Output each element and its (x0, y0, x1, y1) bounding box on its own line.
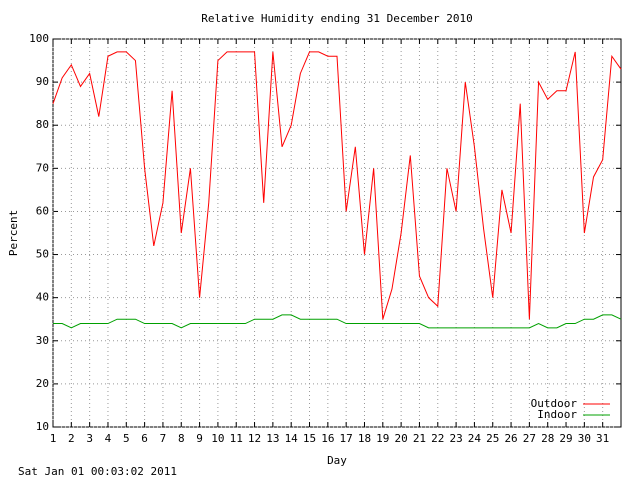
x-tick-label: 16 (321, 432, 334, 445)
x-tick-label: 11 (230, 432, 243, 445)
y-axis-label: Percent (7, 210, 20, 256)
x-tick-label: 1 (50, 432, 57, 445)
x-tick-label: 28 (541, 432, 554, 445)
x-tick-label: 5 (123, 432, 130, 445)
x-tick-label: 14 (285, 432, 299, 445)
legend-label: Outdoor (531, 397, 578, 410)
series-line (53, 314, 622, 329)
y-tick-label: 20 (36, 377, 49, 390)
x-tick-label: 30 (578, 432, 591, 445)
x-tick-label: 19 (376, 432, 389, 445)
y-tick-label: 80 (36, 118, 49, 131)
x-tick-label: 21 (413, 432, 426, 445)
series-line (52, 51, 622, 320)
y-tick-label: 90 (36, 75, 49, 88)
x-tick-label: 24 (468, 432, 482, 445)
y-tick-label: 40 (36, 291, 49, 304)
x-tick-label: 23 (449, 432, 462, 445)
x-tick-label: 22 (431, 432, 444, 445)
y-tick-label: 100 (29, 32, 49, 45)
x-tick-label: 13 (266, 432, 279, 445)
x-tick-label: 15 (303, 432, 316, 445)
y-tick-label: 60 (36, 204, 49, 217)
x-tick-label: 2 (68, 432, 75, 445)
y-tick-label: 70 (36, 161, 49, 174)
x-tick-label: 12 (248, 432, 261, 445)
x-tick-label: 26 (504, 432, 517, 445)
x-tick-label: 9 (196, 432, 203, 445)
y-tick-label: 50 (36, 248, 49, 261)
x-tick-label: 29 (559, 432, 572, 445)
x-tick-label: 25 (486, 432, 499, 445)
chart-title: Relative Humidity ending 31 December 201… (201, 12, 473, 25)
x-tick-label: 6 (141, 432, 148, 445)
x-tick-label: 17 (340, 432, 353, 445)
x-tick-label: 7 (160, 432, 167, 445)
x-axis-label: Day (327, 454, 347, 467)
x-tick-label: 4 (105, 432, 112, 445)
x-tick-label: 20 (395, 432, 408, 445)
x-tick-label: 31 (596, 432, 609, 445)
timestamp: Sat Jan 01 00:03:02 2011 (18, 465, 177, 478)
legend-label: Indoor (537, 408, 577, 421)
x-tick-label: 3 (86, 432, 93, 445)
y-tick-label: 10 (36, 420, 49, 433)
x-tick-label: 27 (523, 432, 536, 445)
x-tick-label: 8 (178, 432, 185, 445)
x-tick-label: 10 (211, 432, 224, 445)
x-tick-label: 18 (358, 432, 371, 445)
y-tick-label: 30 (36, 334, 49, 347)
